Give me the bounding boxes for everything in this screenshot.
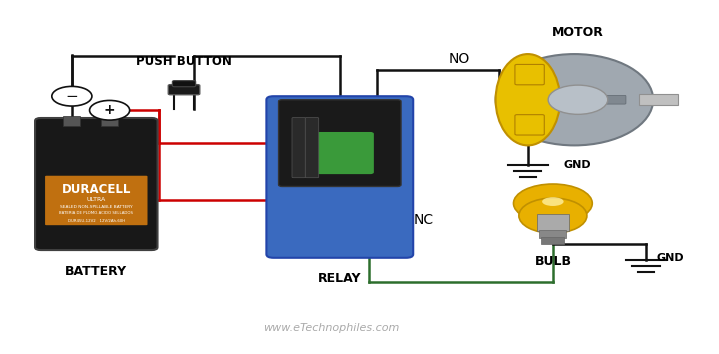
Circle shape: [548, 85, 608, 114]
Text: GND: GND: [656, 253, 684, 263]
FancyBboxPatch shape: [306, 118, 319, 178]
Text: DURACELL: DURACELL: [62, 183, 131, 196]
FancyBboxPatch shape: [35, 118, 157, 250]
Text: NC: NC: [413, 213, 434, 227]
Bar: [63, 115, 81, 126]
Ellipse shape: [495, 54, 560, 145]
Text: GND: GND: [564, 160, 591, 170]
Text: BATERIA DE PLOMO-ACIDO SELLADOS: BATERIA DE PLOMO-ACIDO SELLADOS: [59, 211, 133, 215]
Bar: [101, 114, 118, 126]
FancyBboxPatch shape: [168, 85, 200, 95]
Circle shape: [513, 184, 592, 223]
FancyBboxPatch shape: [267, 96, 413, 258]
Text: NO: NO: [449, 52, 470, 66]
Ellipse shape: [495, 54, 653, 145]
Ellipse shape: [519, 198, 587, 233]
FancyBboxPatch shape: [173, 81, 196, 87]
Text: +: +: [104, 103, 116, 117]
FancyBboxPatch shape: [515, 115, 544, 135]
FancyBboxPatch shape: [292, 118, 306, 178]
Bar: [537, 214, 569, 232]
Ellipse shape: [542, 197, 564, 206]
FancyBboxPatch shape: [515, 64, 544, 85]
Bar: [541, 238, 564, 244]
Bar: [638, 94, 678, 105]
Bar: [539, 230, 567, 239]
Text: www.eTechnophiles.com: www.eTechnophiles.com: [262, 323, 399, 333]
Text: MOTOR: MOTOR: [552, 27, 604, 40]
Text: −: −: [65, 89, 78, 104]
FancyBboxPatch shape: [316, 132, 374, 174]
Text: SEALED NON-SPILLABLE BATTERY: SEALED NON-SPILLABLE BATTERY: [60, 205, 132, 209]
Circle shape: [52, 86, 92, 106]
Text: RELAY: RELAY: [318, 272, 362, 285]
FancyBboxPatch shape: [278, 100, 401, 187]
Circle shape: [90, 101, 129, 120]
Text: BATTERY: BATTERY: [65, 266, 127, 278]
Text: ULTRA: ULTRA: [87, 197, 106, 202]
Text: PUSH BUTTON: PUSH BUTTON: [136, 55, 232, 68]
Text: BULB: BULB: [534, 255, 572, 268]
Text: DUR45U-12V2   12V/2Ah-60H: DUR45U-12V2 12V/2Ah-60H: [68, 219, 125, 223]
FancyBboxPatch shape: [45, 176, 147, 225]
FancyBboxPatch shape: [587, 95, 626, 104]
